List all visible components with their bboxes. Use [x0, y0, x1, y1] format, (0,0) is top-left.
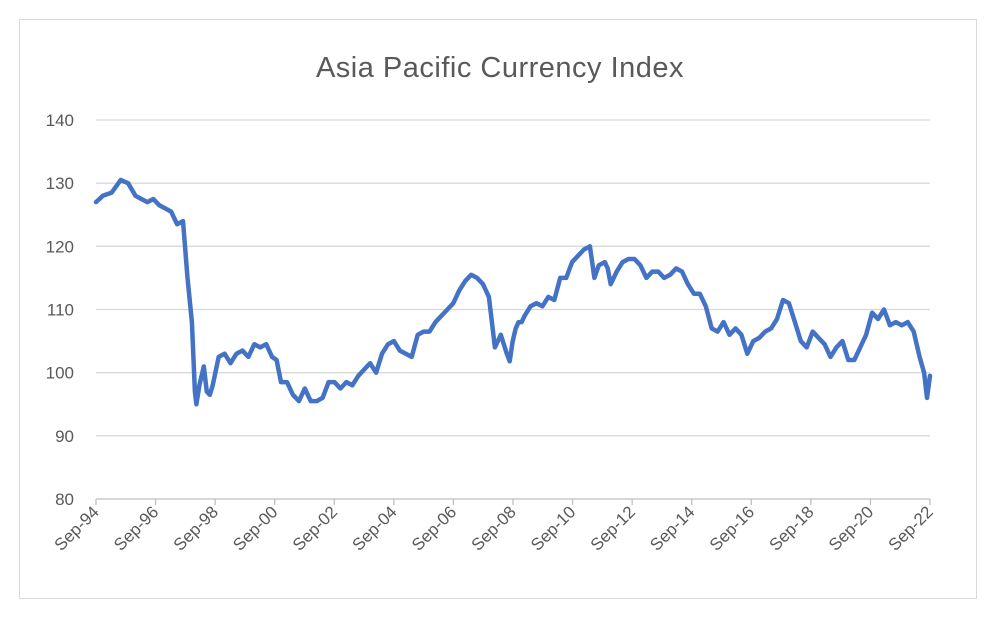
- x-tick-label: Sep-14: [646, 502, 698, 554]
- y-axis-ticks: 80 90 100 110 120 130 140: [46, 111, 74, 509]
- series-line: [93, 177, 933, 407]
- x-tick-label: Sep-16: [706, 502, 758, 554]
- x-tick-label: Sep-94: [51, 502, 103, 554]
- x-tick-label: Sep-02: [289, 502, 341, 554]
- x-tick-label: Sep-06: [408, 502, 460, 554]
- x-tick-label: Sep-08: [468, 502, 520, 554]
- y-tick-label: 100: [46, 364, 74, 383]
- y-tick-label: 80: [55, 490, 74, 509]
- x-axis: Sep-94 Sep-96 Sep-98 Sep-00 Sep-02 Sep-04 Sep-…: [51, 498, 937, 555]
- y-tick-label: 130: [46, 174, 74, 193]
- x-tick-label: Sep-04: [348, 502, 400, 554]
- x-tick-label: Sep-00: [229, 502, 281, 554]
- x-tick-label: Sep-18: [765, 502, 817, 554]
- y-tick-label: 90: [55, 427, 74, 446]
- chart-title: Asia Pacific Currency Index: [315, 52, 685, 84]
- y-tick-label: 140: [46, 111, 74, 130]
- x-tick-label: Sep-96: [110, 502, 162, 554]
- x-tick-label: Sep-10: [527, 502, 579, 554]
- x-tick-label: Sep-98: [170, 502, 222, 554]
- gridlines: [96, 119, 930, 437]
- y-tick-label: 120: [46, 237, 74, 256]
- x-tick-label: Sep-12: [587, 502, 639, 554]
- y-tick-label: 110: [47, 301, 74, 320]
- x-tick-label: Sep-22: [885, 502, 937, 554]
- series-layer: [93, 177, 933, 407]
- x-tick-label: Sep-20: [825, 502, 877, 554]
